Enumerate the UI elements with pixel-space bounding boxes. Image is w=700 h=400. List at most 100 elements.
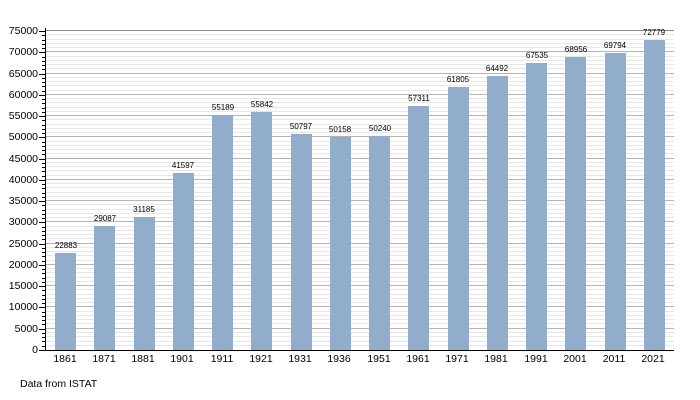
y-minor-tick [42, 218, 45, 219]
gridline-minor [46, 191, 674, 193]
x-axis-tick-label-1971: 1971 [445, 353, 469, 365]
y-minor-tick [42, 184, 45, 185]
y-minor-tick [42, 261, 45, 262]
y-minor-tick [42, 197, 45, 198]
plot-area: 22883 29087 31185 41597 55189 55842 50797 50158… [45, 28, 674, 351]
y-major-tick [39, 222, 45, 223]
y-minor-tick [42, 227, 45, 228]
gridline-minor [46, 272, 674, 274]
gridline-minor [46, 76, 674, 78]
gridline-minor [46, 59, 674, 61]
bar-value-label-1981: 64492 [485, 64, 509, 73]
y-minor-tick [42, 320, 45, 321]
gridline-minor [46, 85, 674, 87]
bar-value-label-2011: 69794 [603, 41, 627, 50]
x-axis-tick-label-1951: 1951 [367, 353, 391, 365]
y-minor-tick [42, 346, 45, 347]
gridline-major [46, 263, 674, 265]
gridline-minor [46, 102, 674, 104]
bar-1861 [55, 253, 76, 350]
y-minor-tick [42, 269, 45, 270]
bar-1961 [408, 106, 429, 350]
y-major-tick [39, 74, 45, 75]
bar-1936 [330, 137, 351, 350]
y-minor-tick [42, 91, 45, 92]
bar-1871 [94, 226, 115, 350]
bar-2011 [605, 53, 626, 350]
gridline-minor [46, 229, 674, 231]
y-minor-tick [42, 324, 45, 325]
gridline-minor [46, 268, 674, 270]
gridline-minor [46, 110, 674, 112]
gridline-major [46, 178, 674, 180]
gridline-minor [46, 255, 674, 257]
bar-1981 [487, 76, 508, 350]
y-minor-tick [42, 142, 45, 143]
gridline-minor [46, 293, 674, 295]
bar-value-label-1951: 50240 [368, 124, 392, 133]
y-minor-tick [42, 273, 45, 274]
y-minor-tick [42, 154, 45, 155]
gridline-minor [46, 38, 674, 40]
y-minor-tick [42, 337, 45, 338]
y-axis-tick-label: 25000 [8, 238, 38, 250]
bar-1921 [251, 112, 272, 350]
gridline-minor [46, 47, 674, 49]
y-minor-tick [42, 193, 45, 194]
gridline-minor [46, 153, 674, 155]
y-minor-tick [42, 150, 45, 151]
chart-source-caption: Data from ISTAT [20, 378, 98, 390]
bar-value-label-1881: 31185 [133, 205, 155, 214]
y-minor-tick [42, 252, 45, 253]
bar-value-label-2001: 68956 [564, 45, 588, 54]
y-minor-tick [42, 103, 45, 104]
gridline-minor [46, 127, 674, 129]
gridline-minor [46, 314, 674, 316]
y-minor-tick [42, 290, 45, 291]
gridline-major [46, 200, 674, 202]
gridline-minor [46, 332, 674, 333]
gridline-minor [46, 34, 674, 36]
y-axis-tick-label: 55000 [8, 110, 38, 122]
gridline-minor [46, 106, 674, 108]
y-minor-tick [42, 295, 45, 296]
gridline-major [46, 327, 674, 329]
y-minor-tick [42, 231, 45, 232]
y-major-tick [39, 137, 45, 138]
y-minor-tick [42, 99, 45, 100]
bar-value-label-1991: 67535 [525, 51, 549, 60]
gridline-minor [46, 297, 674, 299]
y-minor-tick [42, 48, 45, 49]
bar-value-label-1901: 41597 [171, 161, 195, 170]
bar-1911 [212, 115, 233, 350]
gridline-minor [46, 149, 674, 151]
y-axis-tick-label: 30000 [8, 216, 38, 228]
y-minor-tick [42, 40, 45, 41]
x-axis-tick-label-1991: 1991 [524, 353, 548, 365]
y-minor-tick [42, 282, 45, 283]
gridline-minor [46, 183, 674, 185]
x-axis-tick-label-1981: 1981 [484, 353, 508, 365]
y-axis-tick-label: 40000 [8, 174, 38, 186]
x-axis-tick-label-1936: 1936 [327, 353, 351, 365]
x-axis-tick-label-1911: 1911 [210, 353, 234, 365]
gridline-minor [46, 302, 674, 304]
y-minor-tick [42, 35, 45, 36]
y-major-tick [39, 350, 45, 351]
y-minor-tick [42, 57, 45, 58]
bar-value-label-1931: 50797 [289, 122, 313, 131]
gridline-minor [46, 319, 674, 321]
y-major-tick [39, 116, 45, 117]
bar-value-label-2021: 72779 [642, 28, 666, 37]
y-axis-tick-label: 20000 [8, 259, 38, 271]
gridline-minor [46, 310, 674, 312]
bar-1901 [173, 173, 194, 350]
gridline-minor [46, 276, 674, 278]
gridline-major [46, 30, 674, 31]
gridline-minor [46, 166, 674, 168]
gridline-major [46, 157, 674, 159]
y-axis-tick-label: 10000 [8, 301, 38, 313]
x-axis-tick-label-1871: 1871 [92, 353, 116, 365]
bar-1991 [526, 63, 547, 350]
